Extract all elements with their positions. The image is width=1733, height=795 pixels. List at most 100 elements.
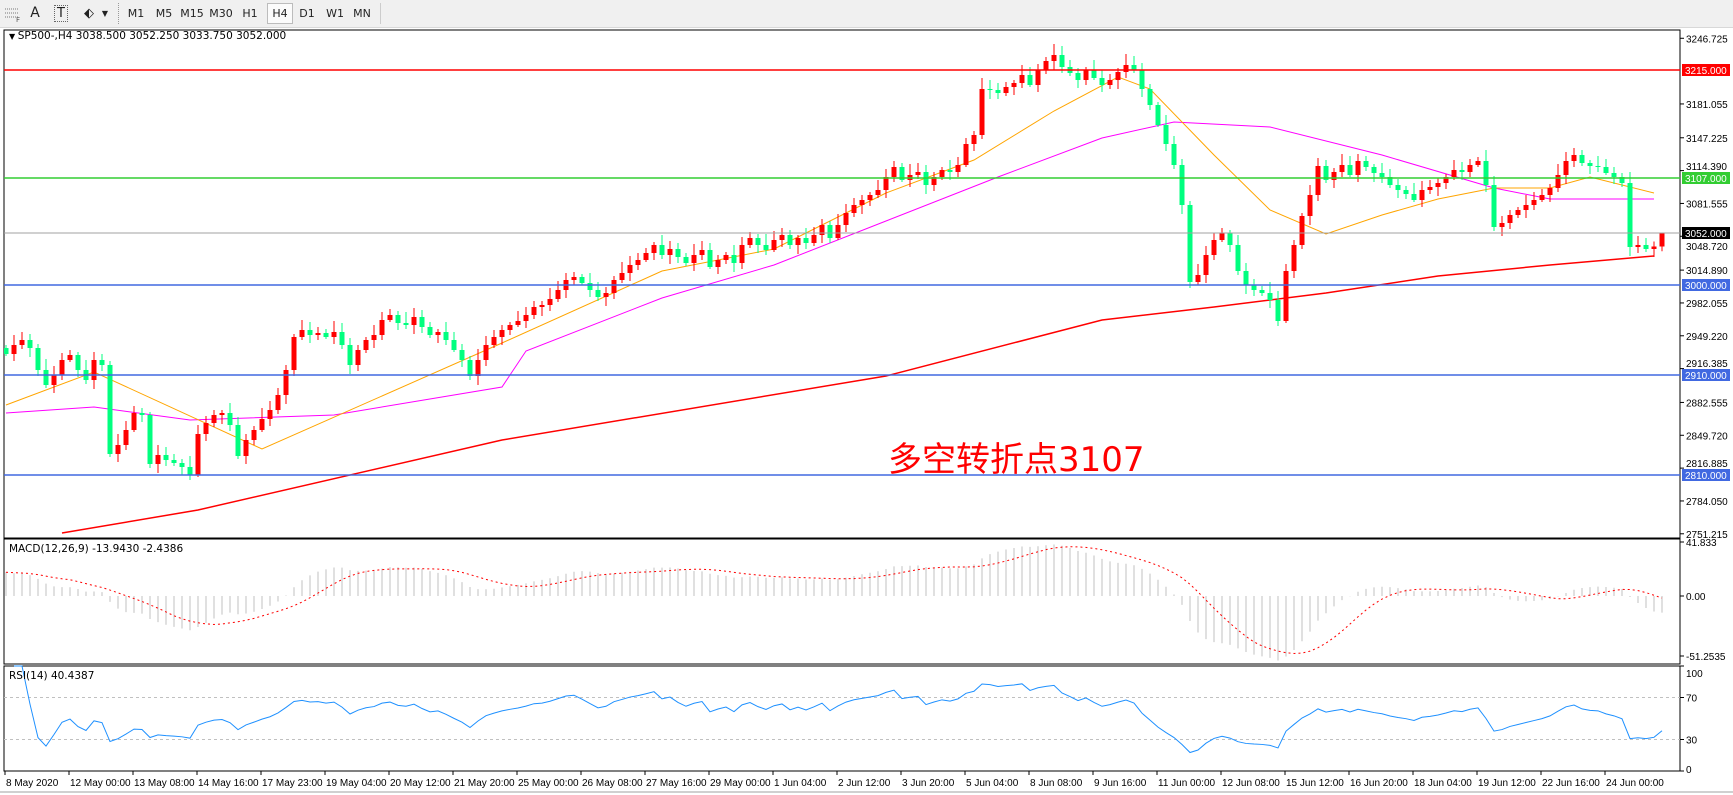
- time-axis-label: 13 May 08:00: [134, 778, 195, 789]
- candle-body: [1419, 190, 1425, 200]
- chevron-down-icon[interactable]: ▼: [101, 9, 109, 18]
- candle-body: [651, 245, 657, 253]
- price-axis-label: 3081.555: [1686, 199, 1728, 210]
- time-axis-label: 8 May 2020: [6, 778, 59, 789]
- text-label-icon[interactable]: T: [52, 4, 70, 23]
- timeframe-mn-button[interactable]: MN: [353, 7, 371, 20]
- candle-body: [235, 425, 241, 456]
- candle-body: [795, 238, 801, 245]
- candle-body: [1115, 72, 1121, 80]
- candle-body: [507, 325, 513, 330]
- chart-canvas[interactable]: 3246.725 3181.055 3147.225 3114.390 3081.555…: [0, 28, 1733, 795]
- price-axis-label: 2916.385: [1686, 359, 1728, 370]
- candle-body: [1027, 75, 1033, 85]
- timeframe-m5-button[interactable]: M5: [155, 7, 173, 20]
- candle-body: [1387, 177, 1393, 185]
- candle-body: [451, 340, 457, 350]
- candle-body: [1251, 285, 1257, 290]
- candle-body: [1051, 55, 1057, 61]
- time-axis-label: 5 Jun 04:00: [966, 778, 1019, 789]
- price-axis-label: 3048.720: [1686, 242, 1728, 253]
- candle-body: [1435, 183, 1441, 187]
- price-axis-label: 3181.055: [1686, 100, 1728, 111]
- text-icon[interactable]: A: [30, 5, 40, 21]
- timeframe-m30-button[interactable]: M30: [209, 7, 233, 20]
- candle-body: [1547, 188, 1553, 195]
- candle-body: [275, 395, 281, 410]
- chart-window[interactable]: 3246.725 3181.055 3147.225 3114.390 3081.555…: [0, 28, 1733, 795]
- candle-body: [1003, 87, 1009, 93]
- candle-body: [1507, 215, 1513, 223]
- candle-body: [1291, 245, 1297, 271]
- time-axis-label: 3 Jun 20:00: [902, 778, 955, 789]
- candle-body: [1195, 275, 1201, 282]
- candle-body: [99, 360, 105, 365]
- time-axis-label: 22 Jun 16:00: [1542, 778, 1600, 789]
- time-axis-label: 9 Jun 16:00: [1094, 778, 1147, 789]
- candle-body: [691, 255, 697, 263]
- rsi-pane-frame: [3, 665, 1681, 772]
- candle-body: [1539, 195, 1545, 200]
- candle-body: [115, 445, 121, 454]
- price-axis-label: 2751.215: [1686, 530, 1728, 541]
- candle-body: [1467, 165, 1473, 172]
- candle-body: [499, 330, 505, 337]
- candle-body: [411, 317, 417, 325]
- period-separator-icon[interactable]: F: [2, 4, 24, 24]
- candle-body: [931, 177, 937, 185]
- shapes-icon[interactable]: ⬖: [84, 6, 94, 21]
- timeframe-m1-button[interactable]: M1: [127, 7, 145, 20]
- candle-body: [299, 330, 305, 337]
- candle-body: [803, 238, 809, 243]
- candle-body: [291, 337, 297, 370]
- candle-body: [1307, 195, 1313, 216]
- candle-body: [891, 167, 897, 177]
- candle-body: [1491, 185, 1497, 227]
- macd-signal-line: [5, 546, 1663, 654]
- candle-body: [811, 235, 817, 243]
- rsi-axis-label: 70: [1686, 694, 1698, 705]
- candle-body: [1299, 216, 1305, 245]
- candle-body: [339, 332, 345, 345]
- candle-body: [355, 350, 361, 365]
- candle-body: [403, 323, 409, 325]
- chart-annotation[interactable]: 多空转折点3107: [888, 440, 1145, 480]
- candle-body: [523, 315, 529, 321]
- price-axis-label: 2882.555: [1686, 398, 1728, 409]
- timeframe-h1-button[interactable]: H1: [242, 7, 258, 20]
- price-axis-label: 2784.050: [1686, 497, 1728, 508]
- candle-body: [267, 410, 273, 419]
- candle-body: [1651, 246, 1657, 249]
- candle-body: [1099, 78, 1105, 85]
- price-axis-label: 2982.055: [1686, 299, 1728, 310]
- time-axis-label: 18 Jun 04:00: [1414, 778, 1472, 789]
- candle-body: [787, 235, 793, 245]
- candle-body: [179, 463, 185, 467]
- rsi-title: RSI(14) 40.4387: [9, 670, 95, 682]
- candle-body: [1443, 177, 1449, 183]
- level-price-label: 2810.000: [1685, 471, 1727, 482]
- candle-body: [1523, 205, 1529, 210]
- candle-body: [995, 90, 1001, 93]
- candle-body: [875, 190, 881, 195]
- candle-body: [1211, 240, 1217, 255]
- candle-body: [227, 413, 233, 425]
- timeframe-w1-button[interactable]: W1: [326, 7, 344, 20]
- rsi-axis-label: 0: [1686, 765, 1692, 776]
- candle-body: [467, 360, 473, 376]
- timeframe-m15-button[interactable]: M15: [180, 7, 204, 20]
- candle-body: [1275, 300, 1281, 321]
- candle-body: [675, 249, 681, 257]
- timeframe-h4-button[interactable]: H4: [267, 3, 293, 24]
- candle-body: [603, 293, 609, 297]
- time-axis-label: 26 May 08:00: [582, 778, 643, 789]
- candle-body: [1603, 167, 1609, 173]
- timeframe-d1-button[interactable]: D1: [299, 7, 315, 20]
- candle-body: [219, 413, 225, 415]
- level-label-bg: [1682, 227, 1730, 239]
- candle-body: [1123, 65, 1129, 72]
- candle-body: [1243, 271, 1249, 285]
- collapse-triangle-icon[interactable]: ▼: [9, 32, 18, 41]
- candle-body: [1595, 166, 1601, 167]
- candle-body: [4, 348, 9, 354]
